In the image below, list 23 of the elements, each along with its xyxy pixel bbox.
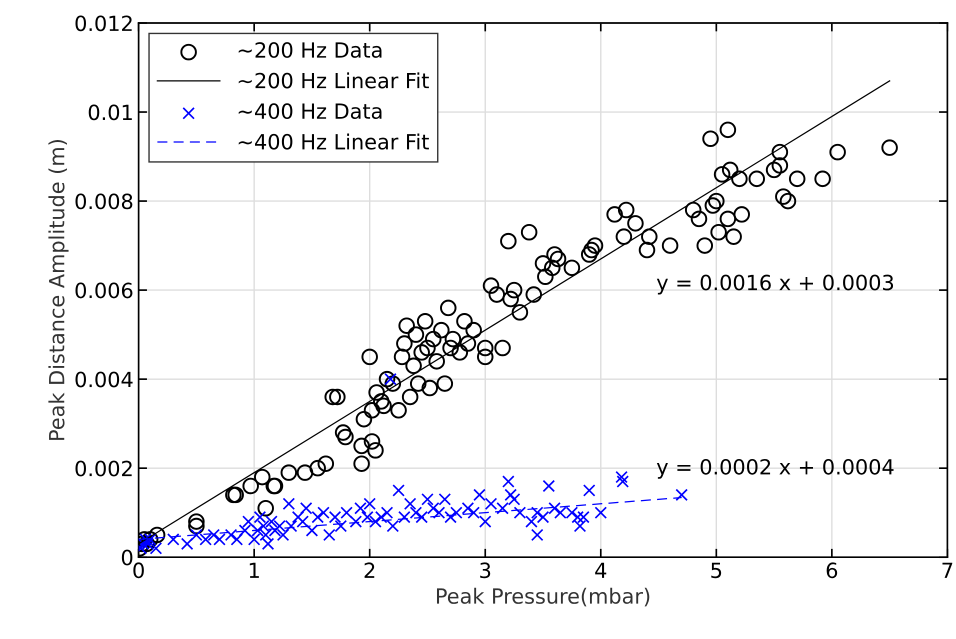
y-tick-label: 0.002 bbox=[75, 460, 132, 476]
x-tick-label: 7 bbox=[942, 562, 952, 578]
y-tick-label: 0.01 bbox=[88, 104, 132, 120]
x-tick-label: 1 bbox=[250, 562, 259, 578]
x-tick-label: 0 bbox=[133, 562, 144, 578]
x-tick-label: 5 bbox=[711, 562, 722, 578]
x-tick-label: 4 bbox=[595, 562, 606, 578]
y-tick-label: 0 bbox=[122, 550, 132, 566]
y-tick-label: 0.008 bbox=[75, 194, 132, 210]
x-tick-label: 6 bbox=[826, 562, 838, 578]
x-tick-label: 3 bbox=[480, 562, 490, 578]
legend-label: ~200 Hz Data bbox=[238, 42, 382, 58]
y-tick-label: 0.004 bbox=[75, 372, 133, 388]
y-tick-label: 0.006 bbox=[75, 282, 132, 298]
legend-label: ~400 Hz Data bbox=[238, 103, 382, 120]
x-axis-title: Peak Pressure(mbar) bbox=[436, 588, 650, 606]
legend-label: ~400 Hz Linear Fit bbox=[238, 133, 429, 150]
x-tick-label: 2 bbox=[364, 562, 374, 578]
y-axis-title: Peak Distance Amplitude (m) bbox=[48, 140, 69, 440]
legend-label: ~200 Hz Linear Fit bbox=[238, 72, 429, 88]
y-tick-label: 0.012 bbox=[75, 15, 132, 32]
annotation: y = 0.0002 x + 0.0004 bbox=[656, 458, 894, 479]
annotation: y = 0.0016 x + 0.0003 bbox=[656, 274, 894, 294]
